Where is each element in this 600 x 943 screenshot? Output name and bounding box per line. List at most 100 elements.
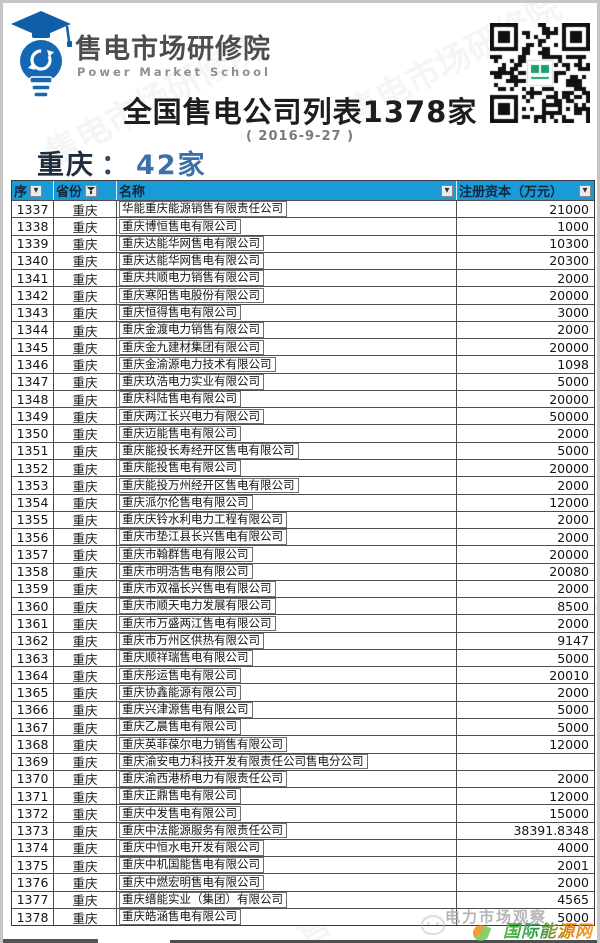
- table-row: 1366 重庆 重庆兴津源售电有限公司 5000: [12, 700, 594, 718]
- cell-registered-capital: 5000: [456, 908, 594, 926]
- cell-seq: 1346: [16, 357, 49, 373]
- table-row: 1345 重庆 重庆金九建材集团有限公司 20000: [12, 338, 594, 356]
- next-section-partial-bar: [3, 939, 98, 943]
- cell-province: 重庆: [53, 788, 116, 805]
- table-row: 1370 重庆 重庆渝西港桥电力有限责任公司 2000: [12, 769, 594, 788]
- cell-company-name: 重庆兴津源售电有限公司: [116, 701, 456, 718]
- cell-registered-capital: 21000: [456, 201, 594, 218]
- cell-registered-capital: 2000: [456, 529, 594, 546]
- cell-province: 重庆: [53, 408, 116, 425]
- cell-registered-capital: 2000: [456, 511, 594, 529]
- cell-seq: 1349: [16, 408, 49, 424]
- cell-seq: 1344: [16, 322, 49, 338]
- cell-company-name: 重庆英菲葆尔电力销售有限公司: [116, 736, 456, 753]
- table-row: 1373 重庆 重庆中法能源服务有限责任公司 38391.8348: [12, 821, 594, 839]
- cell-seq: 1356: [16, 529, 49, 545]
- table-row: 1342 重庆 重庆寒阳售电股份有限公司 20000: [12, 286, 594, 304]
- dropdown-arrow-icon[interactable]: [30, 184, 43, 197]
- section-heading: 重庆： 42家: [37, 143, 207, 182]
- cell-province: 重庆: [53, 822, 116, 839]
- cell-seq: 1354: [16, 495, 49, 511]
- cell-seq: 1374: [16, 840, 49, 856]
- table-row: 1354 重庆 重庆派尔伦售电有限公司 12000: [12, 493, 594, 511]
- cell-province: 重庆: [53, 494, 116, 511]
- source-watermark-color: 国际能源网: [503, 917, 593, 942]
- table-row: 1337 重庆 华能重庆能源销售有限责任公司 21000: [12, 200, 594, 218]
- cell-registered-capital: 20300: [456, 252, 594, 270]
- table-row: 1378重庆重庆皓涵售电有限公司5000: [12, 907, 594, 926]
- cell-province: 重庆: [53, 459, 116, 477]
- cell-company-name: 重庆市双福长兴售电有限公司: [116, 580, 456, 598]
- cell-company-name: 重庆市翰群售电有限公司: [116, 546, 456, 563]
- table-row: 1343 重庆 重庆恒得售电有限公司 3000: [12, 303, 594, 321]
- table-row: 1353 重庆 重庆能投万州经开区售电有限公司 2000: [12, 476, 594, 494]
- cell-company-name: 重庆中恒水电开发有限公司: [116, 839, 456, 857]
- cell-registered-capital: 2000: [456, 874, 594, 891]
- cell-seq: 1365: [16, 685, 49, 701]
- cell-province: 重庆: [53, 770, 116, 788]
- cell-province: 重庆: [53, 304, 116, 321]
- cell-registered-capital: 12000: [456, 736, 594, 753]
- cell-company-name: 重庆共顺电力销售有限公司: [116, 270, 456, 287]
- cell-seq: 1364: [16, 667, 49, 683]
- cell-registered-capital: 2000: [456, 425, 594, 442]
- cell-province: 重庆: [53, 529, 116, 546]
- cell-company-name: 重庆科陆售电有限公司: [116, 390, 456, 408]
- cell-seq: 1357: [16, 546, 49, 562]
- cell-company-name: 重庆市万州区供热有限公司: [116, 632, 456, 649]
- cell-seq: 1351: [16, 443, 49, 459]
- cell-company-name: 重庆恒得售电有限公司: [116, 304, 456, 321]
- cell-province: 重庆: [53, 511, 116, 529]
- cell-province: 重庆: [53, 201, 116, 218]
- cell-company-name: 重庆庆铃水利电力工程有限公司: [116, 511, 456, 529]
- cell-seq: 1359: [16, 581, 49, 597]
- cell-registered-capital: 2000: [456, 684, 594, 701]
- cell-province: 重庆: [53, 908, 116, 926]
- column-header-name-label: 名称: [119, 185, 146, 200]
- cell-province: 重庆: [53, 701, 116, 718]
- dropdown-arrow-icon[interactable]: [441, 184, 453, 197]
- filter-funnel-icon[interactable]: [85, 184, 98, 197]
- table-row: 1338 重庆 重庆博恒售电有限公司 1000: [12, 217, 594, 235]
- cell-seq: 1375: [16, 857, 49, 873]
- report-date: ( 2016-9-27 ): [245, 129, 355, 144]
- cell-seq: 1366: [16, 702, 49, 718]
- cell-company-name: 重庆能投长寿经开区售电有限公司: [116, 442, 456, 459]
- cell-province: 重庆: [53, 442, 116, 459]
- cell-seq: 1352: [16, 460, 49, 476]
- cell-company-name: 重庆寒阳售电股份有限公司: [116, 287, 456, 304]
- cell-seq: 1371: [16, 788, 49, 804]
- cell-company-name: 重庆市顺天电力发展有限公司: [116, 598, 456, 615]
- cell-registered-capital: 12000: [456, 494, 594, 511]
- cell-company-name: 重庆金渝源电力技术有限公司: [116, 356, 456, 373]
- dropdown-arrow-icon[interactable]: [579, 184, 591, 197]
- cell-province: 重庆: [53, 598, 116, 615]
- cell-registered-capital: 38391.8348: [456, 822, 594, 839]
- cell-province: 重庆: [53, 339, 116, 356]
- cell-registered-capital: 2000: [456, 477, 594, 494]
- column-header-name: 名称: [116, 181, 456, 200]
- cell-seq: 1360: [16, 598, 49, 614]
- company-table-body: 1337 重庆 华能重庆能源销售有限责任公司 21000 1338 重庆 重庆博恒售电有限公…: [12, 200, 594, 926]
- cell-province: 重庆: [53, 390, 116, 408]
- column-header-seq-label: 序: [14, 185, 28, 200]
- cell-company-name: 重庆达能华网售电有限公司: [116, 252, 456, 270]
- cell-registered-capital: 1000: [456, 218, 594, 235]
- cell-company-name: 重庆能投万州经开区售电有限公司: [116, 477, 456, 494]
- cell-registered-capital: 20000: [456, 459, 594, 477]
- cell-company-name: 重庆中机国能售电有限公司: [116, 857, 456, 874]
- table-row: 1358 重庆 重庆市明浩售电有限公司 20080: [12, 562, 594, 580]
- cell-registered-capital: 10300: [456, 235, 594, 252]
- column-header-capital-label: 注册资本（万元）: [459, 185, 564, 200]
- company-table: 序 省份 名称 注册资本（万元） 1337重庆华能重庆能源销售有限责任公司210…: [11, 180, 595, 927]
- table-row: 1375 重庆 重庆中机国能售电有限公司 2001: [12, 856, 594, 874]
- table-row: 1361 重庆 重庆市万盛两江售电有限公司 2000: [12, 614, 594, 632]
- cell-province: 重庆: [53, 218, 116, 235]
- table-row: 1367 重庆 重庆乙晨售电有限公司 5000: [12, 717, 594, 736]
- cell-registered-capital: 50000: [456, 408, 594, 425]
- power-market-school-logo-icon: [11, 11, 72, 98]
- cell-company-name: 重庆金九建材集团有限公司: [116, 339, 456, 356]
- table-row: 1346 重庆 重庆金渝源电力技术有限公司 1098: [12, 355, 594, 373]
- table-row: 1362 重庆 重庆市万州区供热有限公司 9147: [12, 631, 594, 649]
- section-province: 重庆: [37, 150, 95, 181]
